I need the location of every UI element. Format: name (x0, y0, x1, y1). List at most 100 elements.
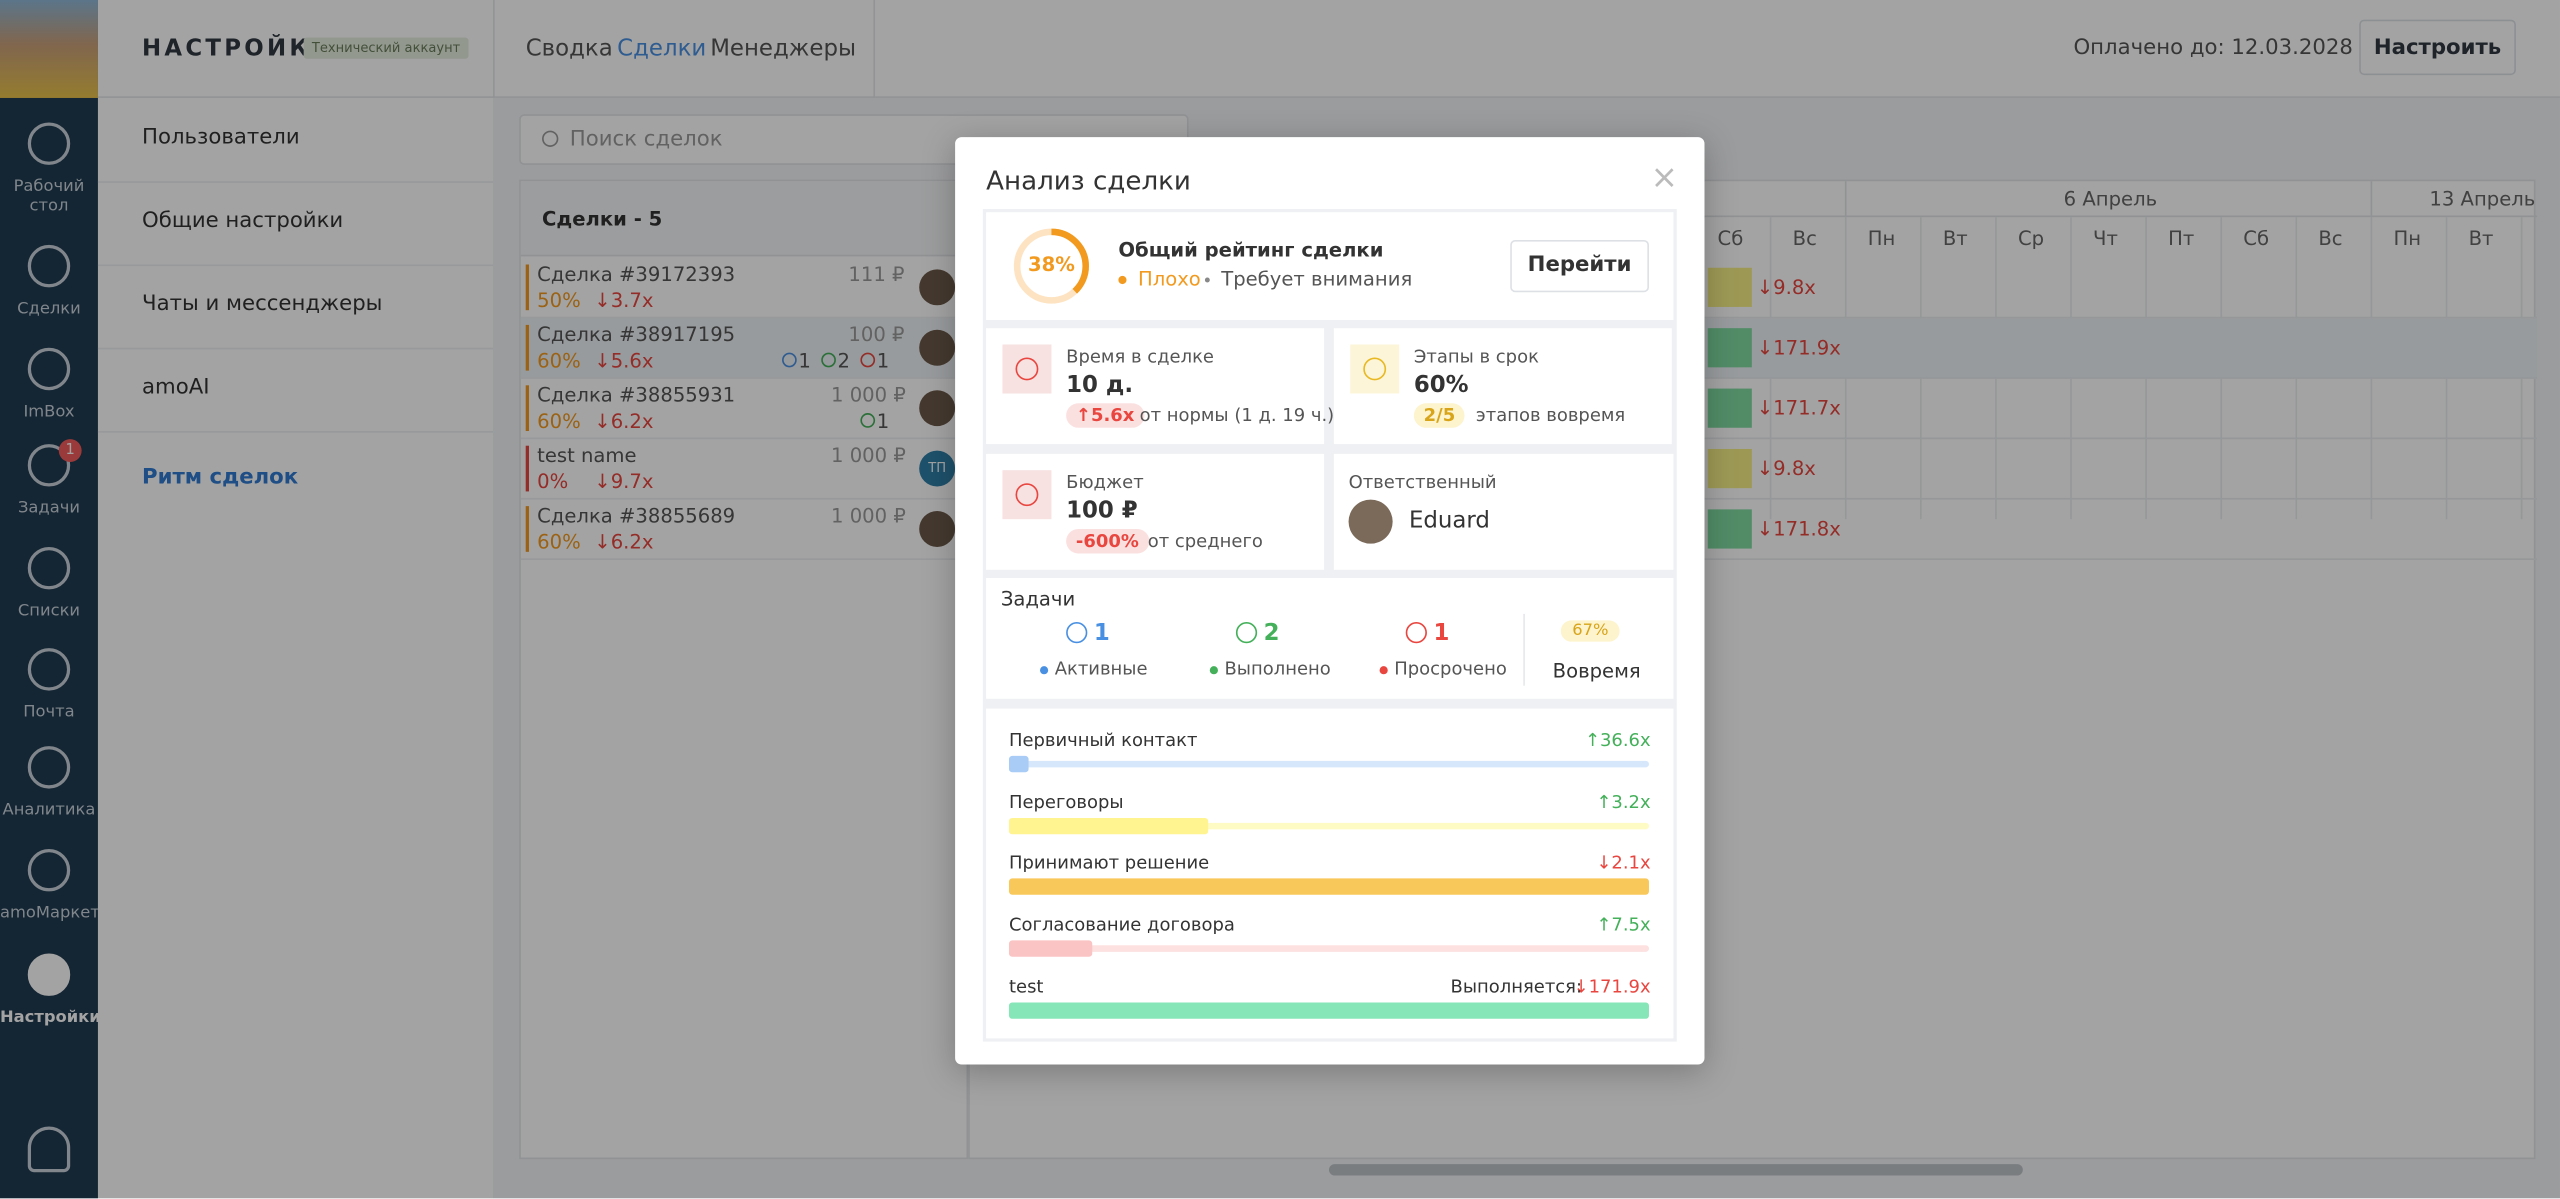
menu-item[interactable]: Чаты и мессенджеры (142, 292, 383, 317)
nav-label[interactable]: Аналитика (2, 801, 96, 820)
modal: Анализ сделки × 38% Общий рейтинг сделки Пло… (955, 137, 1705, 1065)
menu-divider (97, 264, 494, 267)
nav-icon[interactable] (27, 347, 71, 391)
tab[interactable]: Менеджеры (710, 35, 857, 63)
tab[interactable]: Сводка (525, 35, 613, 63)
day-label: Вс (2318, 226, 2343, 250)
header: НАСТРОЙКИ Технический аккаунт Сводка Сделки… (97, 0, 2560, 98)
status-dot (1118, 275, 1127, 285)
nav-icon[interactable] (27, 444, 71, 487)
task-dot (1379, 666, 1388, 675)
deal-row[interactable]: test name 1 000 ₽ 0% ↓9.7x ТП (520, 439, 970, 500)
task-icon (821, 352, 836, 368)
stage-progress (1008, 755, 1029, 773)
stage-track (1008, 945, 1649, 952)
nav-icon[interactable] (27, 244, 71, 288)
nav-icon[interactable] (27, 746, 71, 789)
nav-label[interactable]: ImBox (23, 403, 75, 422)
deal-name: Сделка #38855931 (537, 383, 736, 407)
day-label: Пн (1867, 226, 1896, 250)
nav-icon[interactable] (27, 546, 71, 590)
card: Ответственный Eduard (1333, 453, 1674, 570)
nav-label[interactable]: amoМаркет (0, 904, 100, 923)
nav-icon[interactable] (27, 648, 71, 691)
stage-track (1008, 822, 1649, 829)
stage-progress (1008, 1002, 1649, 1019)
avatar (0, 0, 98, 98)
metric-note: от нормы (1 д. 19 ч.) (1139, 404, 1335, 427)
deal-row[interactable]: Сделка #38855689 1 000 ₽ 60% ↓6.2x (520, 500, 970, 560)
task-icon (860, 352, 876, 368)
menu-item[interactable]: Общие настройки (142, 208, 344, 234)
calendar-row (969, 439, 2538, 500)
nav-icon[interactable] (27, 122, 71, 165)
nav-label[interactable]: Рабочий стол (13, 177, 85, 216)
metric-chip: -600% (1066, 528, 1149, 554)
row-factor: ↓171.8x (1756, 517, 1841, 541)
deal-amount: 111 ₽ (848, 262, 905, 286)
metric-glyph (1015, 357, 1039, 381)
nav-label[interactable]: Списки (17, 602, 81, 621)
card: Этапы в срок 60% 2/5 этапов вовремя (1333, 328, 1672, 445)
go-button[interactable]: Перейти (1510, 239, 1649, 293)
task-label: Просрочено (1394, 657, 1507, 680)
calendar-row (969, 258, 2538, 319)
card: Бюджет 100 ₽ -600% от среднего (986, 453, 1325, 570)
divider (873, 0, 876, 98)
nav-label[interactable]: Сделки (17, 300, 81, 319)
stage-cell (1707, 509, 1752, 549)
deals-head (520, 181, 970, 257)
day-label: Пн (2393, 226, 2422, 250)
deal-factor: ↓9.7x (594, 470, 654, 494)
metric-title: Этапы в срок (1413, 346, 1539, 368)
deal-factor: ↓6.2x (594, 409, 654, 433)
deal-amount: 1 000 ₽ (831, 383, 906, 407)
deal-amount: 100 ₽ (848, 323, 905, 347)
deal-percent: 60% (537, 409, 581, 433)
nav-label[interactable]: Настройки (0, 1008, 101, 1027)
search-placeholder[interactable]: Поиск сделок (569, 127, 723, 152)
settings-button[interactable]: Настроить (2359, 19, 2516, 76)
stage-progress (1008, 940, 1093, 957)
deal-factor: ↓5.6x (594, 349, 654, 373)
status: Плохо (1137, 267, 1201, 291)
sep-dot (1204, 277, 1210, 283)
stage-progress (1008, 879, 1649, 896)
nav-label[interactable]: Задачи (17, 499, 80, 518)
deal-row[interactable]: Сделка #38855931 1 000 ₽ 60% ↓6.2x 1 (520, 379, 970, 440)
nav-icon[interactable] (27, 953, 71, 996)
menu-item[interactable]: amoAI (142, 375, 210, 400)
nav-icon[interactable] (27, 848, 71, 892)
tab[interactable]: Сделки (617, 35, 707, 63)
stage-factor: ↑36.6x (1584, 729, 1651, 752)
deal-status-bar (525, 324, 529, 371)
day-label: Чт (2093, 226, 2118, 250)
deal-percent: 60% (537, 530, 581, 554)
deal-avatar (919, 329, 956, 366)
menu-item[interactable]: Ритм сделок (142, 465, 299, 490)
close-button[interactable]: × (1650, 156, 1678, 196)
deal-factor: ↓6.2x (594, 530, 654, 554)
day-label: Ср (2017, 226, 2045, 250)
stage-name: test (1008, 975, 1044, 998)
deal-avatar: ТП (919, 450, 956, 487)
account-badge: Технический аккаунт (303, 37, 469, 59)
deal-factor: ↓3.7x (594, 288, 654, 312)
stage-factor: ↓171.9x (1573, 975, 1651, 998)
rating-ring (1013, 228, 1089, 304)
deal-row[interactable]: Сделка #38917195 100 ₽ 60% ↓5.6x 1 2 1 (520, 318, 970, 379)
row-factor: ↓9.8x (1756, 457, 1816, 480)
menu-item[interactable]: Пользователи (142, 125, 300, 151)
deal-avatar (919, 269, 956, 306)
deal-row[interactable]: Сделка #39172393 111 ₽ 50% ↓3.7x (520, 258, 970, 319)
nav-label[interactable]: Почта (23, 703, 75, 722)
deal-status-bar (525, 385, 529, 432)
notifications-icon[interactable] (27, 1126, 71, 1173)
card: Задачи 1 Активные 2 Выполнено 1 Просрочено 67% В… (986, 577, 1674, 699)
day-label: Вс (1792, 226, 1817, 250)
task-dot (1209, 666, 1218, 675)
deal-amount: 1 000 ₽ (831, 444, 906, 467)
stage-name: Первичный контакт (1008, 729, 1198, 752)
metric-glyph (1363, 357, 1387, 381)
metric-value: 60% (1413, 372, 1469, 399)
